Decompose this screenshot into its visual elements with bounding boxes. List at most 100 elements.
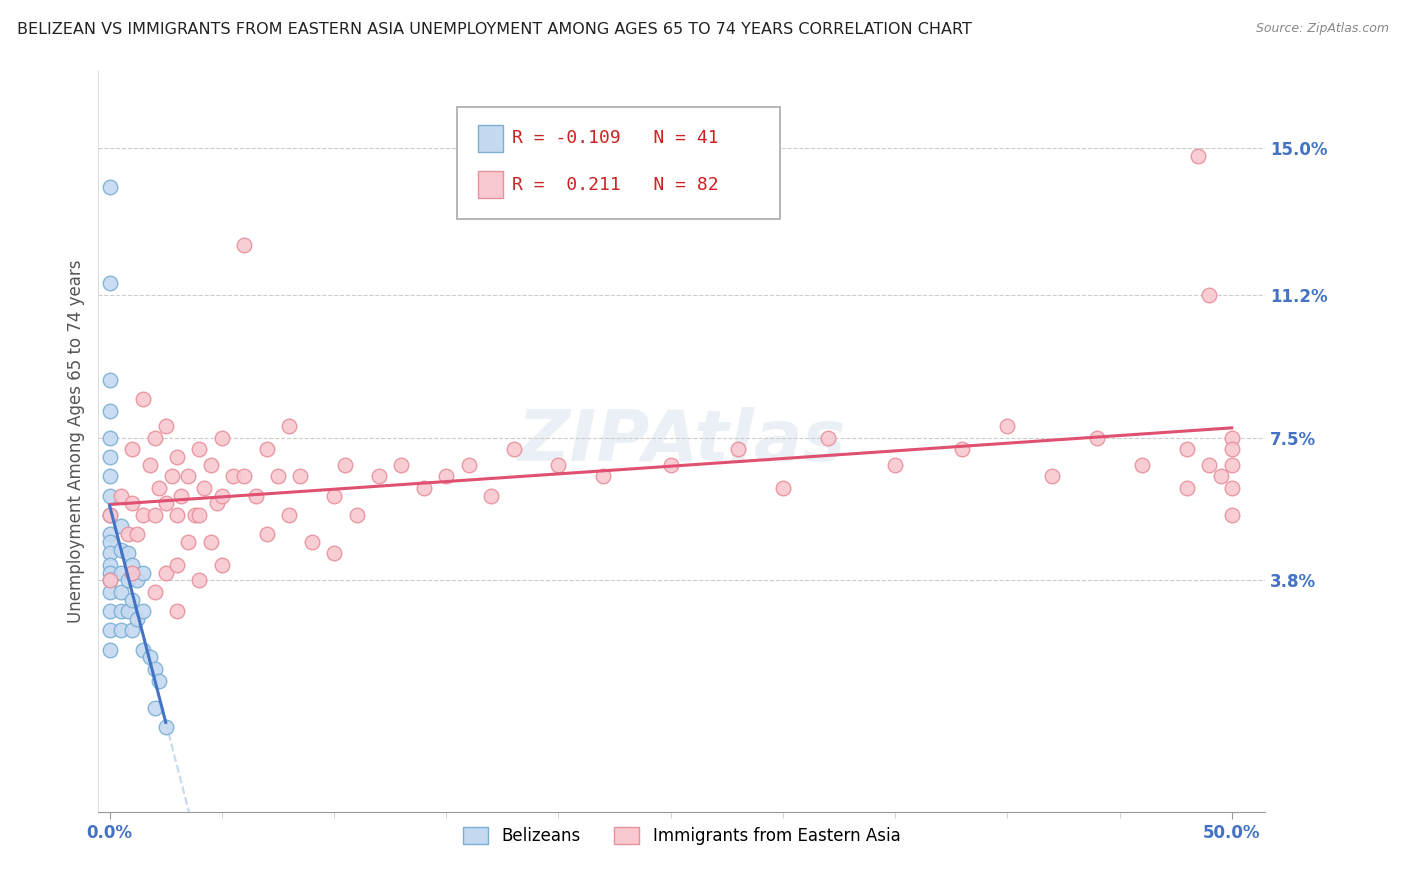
- Point: [1220, 442, 1243, 457]
- Point: [479, 489, 502, 503]
- Point: [117, 546, 139, 560]
- Point: [884, 458, 907, 472]
- Point: [98, 574, 121, 588]
- Point: [121, 442, 143, 457]
- Legend: Belizeans, Immigrants from Eastern Asia: Belizeans, Immigrants from Eastern Asia: [457, 820, 907, 852]
- Point: [155, 566, 177, 580]
- Point: [346, 508, 368, 522]
- Point: [117, 604, 139, 618]
- Point: [143, 662, 166, 676]
- Point: [166, 508, 188, 522]
- Point: [155, 419, 177, 434]
- Point: [110, 542, 132, 557]
- Point: [121, 624, 143, 638]
- Point: [125, 612, 148, 626]
- Point: [245, 489, 267, 503]
- Text: Source: ZipAtlas.com: Source: ZipAtlas.com: [1256, 22, 1389, 36]
- Point: [1220, 508, 1243, 522]
- Point: [457, 458, 479, 472]
- Point: [412, 481, 434, 495]
- Point: [188, 574, 211, 588]
- Point: [117, 574, 139, 588]
- Point: [368, 469, 391, 483]
- Point: [211, 431, 233, 445]
- Text: R =  0.211   N = 82: R = 0.211 N = 82: [512, 176, 718, 194]
- Point: [139, 650, 162, 665]
- Text: ZIPAtlas: ZIPAtlas: [517, 407, 846, 476]
- Point: [110, 585, 132, 599]
- Point: [547, 458, 569, 472]
- Text: R = -0.109   N = 41: R = -0.109 N = 41: [512, 129, 718, 147]
- Point: [200, 534, 222, 549]
- Point: [1085, 431, 1108, 445]
- Point: [98, 546, 121, 560]
- Point: [335, 458, 357, 472]
- Point: [98, 450, 121, 464]
- Point: [98, 604, 121, 618]
- Point: [121, 592, 143, 607]
- Point: [132, 566, 155, 580]
- Point: [132, 604, 155, 618]
- Point: [290, 469, 312, 483]
- Point: [166, 604, 188, 618]
- Point: [98, 277, 121, 291]
- Point: [184, 508, 207, 522]
- Point: [1198, 458, 1220, 472]
- Point: [772, 481, 794, 495]
- Point: [143, 508, 166, 522]
- Point: [188, 508, 211, 522]
- Point: [323, 546, 346, 560]
- Point: [301, 534, 323, 549]
- Point: [98, 534, 121, 549]
- Point: [177, 534, 200, 549]
- Point: [155, 496, 177, 510]
- Point: [1175, 442, 1198, 457]
- Point: [121, 496, 143, 510]
- Point: [98, 642, 121, 657]
- Point: [98, 574, 121, 588]
- Point: [389, 458, 412, 472]
- Point: [132, 642, 155, 657]
- Point: [110, 624, 132, 638]
- Point: [1198, 288, 1220, 302]
- Point: [155, 720, 177, 734]
- Point: [1130, 458, 1153, 472]
- Point: [110, 489, 132, 503]
- Point: [98, 373, 121, 387]
- Point: [659, 458, 682, 472]
- Point: [121, 566, 143, 580]
- Point: [139, 458, 162, 472]
- Point: [166, 450, 188, 464]
- Point: [727, 442, 749, 457]
- Point: [323, 489, 346, 503]
- Point: [117, 527, 139, 541]
- Point: [125, 527, 148, 541]
- Point: [148, 673, 170, 688]
- Point: [166, 558, 188, 572]
- Point: [188, 442, 211, 457]
- Point: [200, 458, 222, 472]
- Point: [177, 469, 200, 483]
- Text: BELIZEAN VS IMMIGRANTS FROM EASTERN ASIA UNEMPLOYMENT AMONG AGES 65 TO 74 YEARS : BELIZEAN VS IMMIGRANTS FROM EASTERN ASIA…: [17, 22, 972, 37]
- Point: [233, 469, 256, 483]
- Point: [98, 566, 121, 580]
- Point: [110, 566, 132, 580]
- Point: [1209, 469, 1232, 483]
- Point: [98, 431, 121, 445]
- Point: [132, 508, 155, 522]
- Point: [1040, 469, 1063, 483]
- Point: [98, 508, 121, 522]
- Point: [98, 180, 121, 194]
- Point: [162, 469, 184, 483]
- Point: [222, 469, 245, 483]
- Point: [98, 508, 121, 522]
- Point: [98, 585, 121, 599]
- Point: [256, 527, 278, 541]
- Point: [502, 442, 524, 457]
- Point: [148, 481, 170, 495]
- Point: [98, 469, 121, 483]
- Point: [1220, 458, 1243, 472]
- Point: [98, 558, 121, 572]
- Point: [211, 489, 233, 503]
- Point: [170, 489, 193, 503]
